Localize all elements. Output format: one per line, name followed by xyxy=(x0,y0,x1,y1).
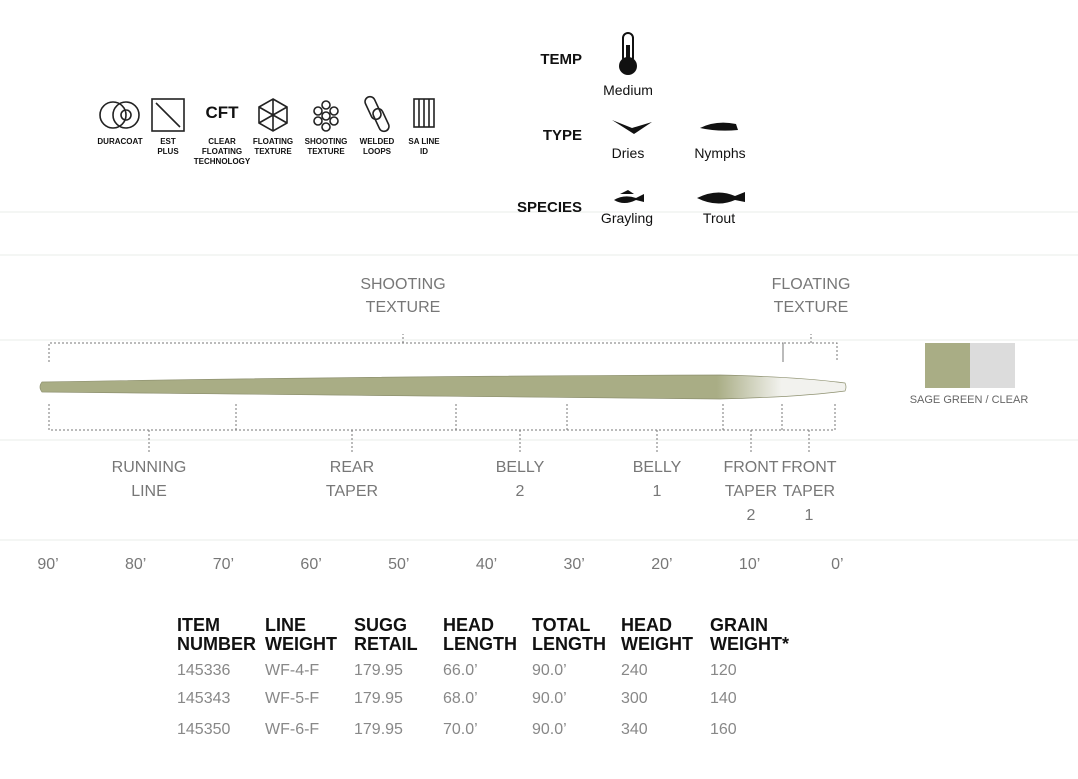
feature-label: PLUS xyxy=(157,147,179,156)
feature-label: SA LINE xyxy=(408,137,440,146)
table-cell: 90.0’ xyxy=(532,690,567,707)
table-header: GRAIN xyxy=(710,615,768,635)
table-cell: 140 xyxy=(710,690,737,707)
section-label: TAPER xyxy=(724,483,778,500)
table-cell: 68.0’ xyxy=(443,690,478,707)
spec-icons xyxy=(610,32,745,204)
feature-label: EST xyxy=(160,137,176,146)
table-header: TOTAL xyxy=(532,615,591,635)
feature-label: FLOATING xyxy=(252,137,294,146)
table-cell: 90.0’ xyxy=(532,721,567,738)
spec-label: TEMP xyxy=(540,51,582,68)
section-label: BELLY xyxy=(495,459,545,476)
table-cell: 145350 xyxy=(177,721,231,738)
table-cell: 340 xyxy=(621,721,648,738)
table-cell: 179.95 xyxy=(354,721,403,738)
spec-label: SPECIES xyxy=(516,199,582,216)
texture-label: FLOATING xyxy=(771,276,851,293)
table-header: RETAIL xyxy=(354,634,418,654)
swatch-green xyxy=(925,343,970,388)
table-cell: WF-5-F xyxy=(265,690,320,707)
table-header: WEIGHT* xyxy=(710,634,789,654)
scale-label: 80’ xyxy=(125,556,147,573)
brackets xyxy=(48,334,838,452)
spec-label: TYPE xyxy=(542,127,582,144)
table-cell: 160 xyxy=(710,721,737,738)
table-cell: 179.95 xyxy=(354,690,403,707)
background-grid xyxy=(0,211,1078,541)
spec-option: Dries xyxy=(611,145,645,161)
spec-option: Medium xyxy=(603,82,653,98)
table-header: HEAD xyxy=(621,615,673,635)
section-label: LINE xyxy=(131,483,167,500)
scale-label: 90’ xyxy=(37,556,59,573)
feature-label: LOOPS xyxy=(362,147,392,156)
fly-line xyxy=(39,374,847,400)
table-cell: WF-6-F xyxy=(265,721,320,738)
table-cell: 240 xyxy=(621,662,648,679)
feature-label: WELDED xyxy=(359,137,395,146)
color-label: SAGE GREEN / CLEAR xyxy=(909,394,1029,406)
scale-label: 40’ xyxy=(475,556,498,573)
feature-label: TEXTURE xyxy=(254,147,292,156)
feature-label: ID xyxy=(420,147,428,156)
scale-label: 20’ xyxy=(651,556,673,573)
scale-label: 10’ xyxy=(738,556,761,573)
feature-icons xyxy=(99,95,435,133)
section-label: TAPER xyxy=(782,483,836,500)
section-label: TAPER xyxy=(325,483,379,500)
scale-label: 70’ xyxy=(212,556,235,573)
section-label: FRONT xyxy=(723,459,779,476)
spec-option: Nymphs xyxy=(694,145,746,161)
spec-option: Grayling xyxy=(600,210,654,226)
section-label: 2 xyxy=(746,507,756,524)
table-header: NUMBER xyxy=(177,634,256,654)
section-label: RUNNING xyxy=(111,459,187,476)
table-header: WEIGHT xyxy=(265,634,337,654)
feature-label: FLOATING xyxy=(201,147,243,156)
scale-label: 60’ xyxy=(300,556,322,573)
texture-label: TEXTURE xyxy=(773,299,849,316)
section-label: BELLY xyxy=(632,459,682,476)
section-label: REAR xyxy=(329,459,375,476)
table-header: ITEM xyxy=(177,615,220,635)
swatch-clear xyxy=(970,343,1015,388)
table-cell: 179.95 xyxy=(354,662,403,679)
table-cell: 145343 xyxy=(177,690,231,707)
feature-label: TECHNOLOGY xyxy=(193,157,251,166)
scale-label: 30’ xyxy=(563,556,585,573)
section-label: 1 xyxy=(652,483,662,500)
section-label: FRONT xyxy=(781,459,837,476)
table-cell: 90.0’ xyxy=(532,662,567,679)
texture-label: TEXTURE xyxy=(365,299,441,316)
section-label: 2 xyxy=(515,483,525,500)
scale-label: 50’ xyxy=(388,556,410,573)
feature-label: TEXTURE xyxy=(307,147,345,156)
feature-icon-text: CFT xyxy=(205,103,239,122)
spec-option: Trout xyxy=(702,210,736,226)
table-cell: 70.0’ xyxy=(443,721,478,738)
table-header: SUGG xyxy=(354,615,408,635)
table-cell: 300 xyxy=(621,690,648,707)
feature-label: DURACOAT xyxy=(97,137,143,146)
table-cell: 66.0’ xyxy=(443,662,478,679)
table-cell: 145336 xyxy=(177,662,231,679)
feature-label: SHOOTING xyxy=(304,137,348,146)
scale-label: 0’ xyxy=(831,556,844,573)
table-header: LENGTH xyxy=(532,634,606,654)
feature-label: CLEAR xyxy=(208,137,236,146)
table-cell: 120 xyxy=(710,662,737,679)
table-header: LENGTH xyxy=(443,634,517,654)
texture-label: SHOOTING xyxy=(360,276,446,293)
table-header: LINE xyxy=(265,615,307,635)
table-header: WEIGHT xyxy=(621,634,693,654)
table-cell: WF-4-F xyxy=(265,662,320,679)
section-label: 1 xyxy=(804,507,814,524)
table-header: HEAD xyxy=(443,615,495,635)
